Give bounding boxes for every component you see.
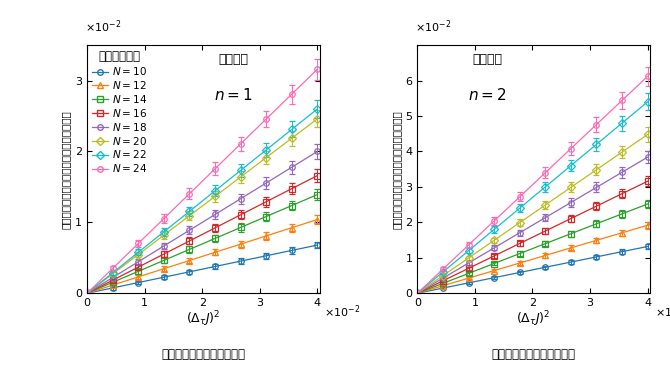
Y-axis label: 厳密なハミルトニアンのべき乗からの誤差: 厳密なハミルトニアンのべき乗からの誤差	[391, 110, 401, 229]
X-axis label: $( \Delta_{\tau} J )^{2}$: $( \Delta_{\tau} J )^{2}$	[517, 309, 551, 329]
Text: べき指数: べき指数	[472, 53, 502, 65]
X-axis label: $( \Delta_{\tau} J )^{2}$: $( \Delta_{\tau} J )^{2}$	[186, 309, 220, 329]
Text: 離散化した時間単位の２乗: 離散化した時間単位の２乗	[161, 348, 245, 361]
Text: $\times10^{-2}$: $\times10^{-2}$	[415, 18, 452, 35]
Text: $\times10^{-2}$: $\times10^{-2}$	[85, 18, 121, 35]
Text: $n = 1$: $n = 1$	[214, 87, 253, 103]
Text: $\times10^{-2}$: $\times10^{-2}$	[324, 303, 360, 320]
Text: $n = 2$: $n = 2$	[468, 87, 507, 103]
Text: $\times10^{-2}$: $\times10^{-2}$	[655, 303, 670, 320]
Y-axis label: 厳密なハミルトニアンのべき乗からの誤差: 厳密なハミルトニアンのべき乗からの誤差	[61, 110, 71, 229]
Legend: $N = 10$, $N = 12$, $N = 14$, $N = 16$, $N = 18$, $N = 20$, $N = 22$, $N = 24$: $N = 10$, $N = 12$, $N = 14$, $N = 16$, …	[90, 48, 149, 176]
Text: べき指数: べき指数	[218, 53, 249, 65]
Text: 離散化した時間単位の２乗: 離散化した時間単位の２乗	[492, 348, 576, 361]
